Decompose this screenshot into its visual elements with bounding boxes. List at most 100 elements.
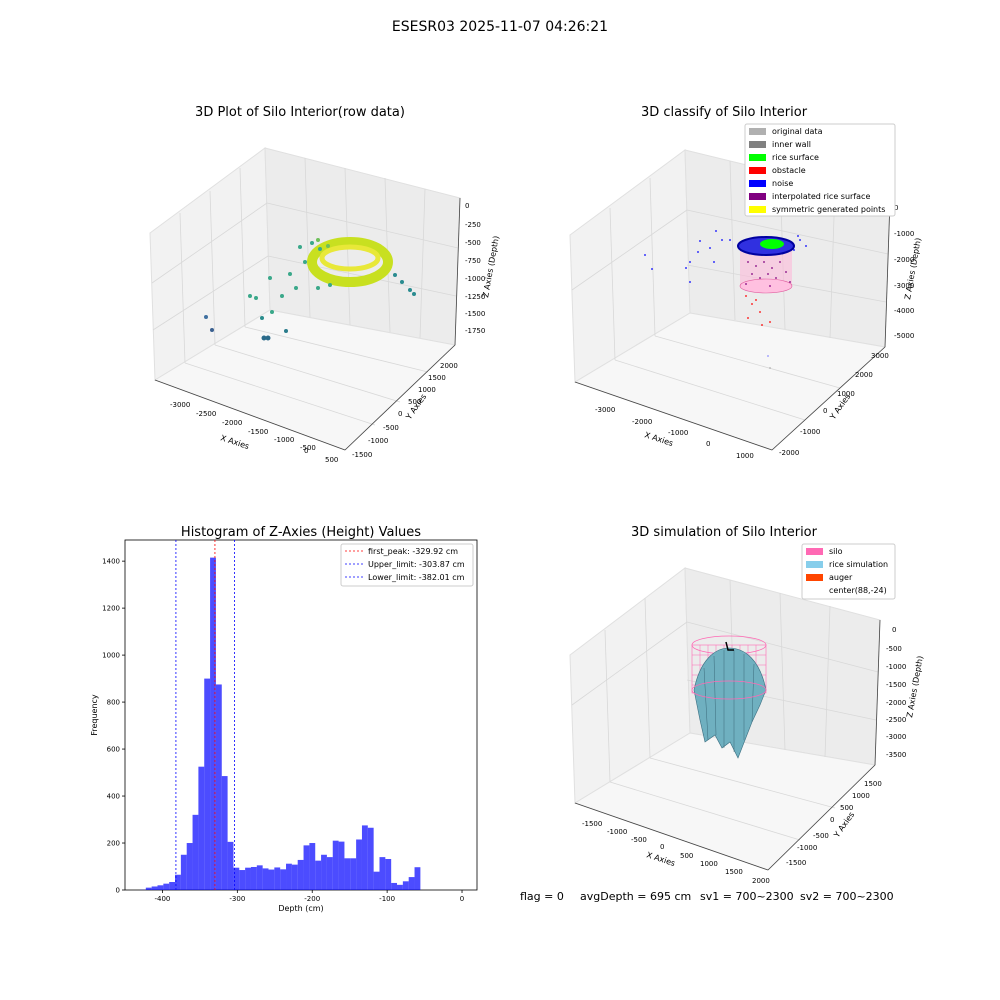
raw-y-tick: 1000 [418, 386, 436, 394]
simulation-y-label: Y Axies [832, 810, 857, 840]
simulation-chart-title: 3D simulation of Silo Interior [631, 525, 818, 540]
raw-x-label: X Axies [219, 433, 250, 451]
raw-z-tick: 0 [465, 202, 469, 210]
classify-x-tick: -3000 [595, 406, 615, 414]
simulation-y-ticks: -1500 -1000 -500 0 500 1000 1500 [786, 780, 882, 867]
raw-z-tick: -250 [465, 221, 481, 229]
classify-z-label: Z Axies (Depth) [903, 237, 923, 300]
histogram-bar [344, 858, 351, 890]
classify-x-tick: -1000 [668, 429, 688, 437]
raw-z-label: Z Axies (Depth) [481, 235, 501, 298]
raw-ring-inner [319, 244, 381, 272]
legend-swatch-noise [749, 180, 766, 187]
raw-y-tick: -1500 [352, 451, 372, 459]
histogram-bar [321, 854, 327, 890]
simulation-y-tick: 500 [840, 804, 853, 812]
histogram-x-tick-label: -100 [379, 895, 395, 903]
classify-point-cloud [644, 230, 807, 369]
histogram-bar [297, 859, 304, 890]
histogram-bar [332, 840, 339, 890]
histogram-bar [361, 825, 368, 890]
legend-swatch-obstacle [749, 167, 766, 174]
histogram-bar [402, 881, 409, 890]
histogram-bar [338, 841, 345, 890]
raw-z-tick: -500 [465, 239, 481, 247]
classify-z-tick: -4000 [894, 307, 914, 315]
classify-y-tick: 3000 [871, 352, 889, 360]
legend-label-center: center(88,-24) [829, 586, 887, 595]
simulation-x-ticks: -1500 -1000 -500 0 500 1000 1500 2000 [582, 820, 770, 885]
simulation-z-tick: -2000 [886, 699, 906, 707]
histogram-bars [139, 557, 421, 890]
legend-label-auger: auger [829, 573, 853, 582]
histogram-x-ticks: -400 -300 -200 -100 0 [155, 890, 464, 903]
raw-x-tick: -2500 [196, 410, 216, 418]
legend-label-original-data: original data [772, 127, 823, 136]
simulation-z-label: Z Axies (Depth) [905, 655, 925, 718]
simulation-legend-box [801, 543, 896, 600]
classify-z-tick: -2000 [894, 256, 914, 264]
classify-interp-points [745, 261, 791, 287]
histogram-bar [175, 874, 181, 890]
simulation-y-tick: -1000 [797, 844, 817, 852]
raw-y-tick: 1500 [428, 374, 446, 382]
histogram-bar [315, 860, 322, 890]
histogram-bar [215, 684, 222, 890]
raw-x-tick: 0 [304, 447, 308, 455]
classify-legend: original data inner wall rice surface ob… [744, 123, 896, 217]
simulation-z-tick: -500 [886, 645, 902, 653]
panel-histogram: Histogram of Z-Axies (Height) Values -40… [90, 525, 478, 913]
simulation-y-tick: -1500 [786, 859, 806, 867]
raw-y-tick: 2000 [440, 362, 458, 370]
raw-z-tick: -1750 [465, 327, 485, 335]
classify-legend-entries: original data inner wall rice surface ob… [749, 127, 885, 214]
raw-y-label: Y Axies [404, 392, 429, 422]
status-sv1: sv1 = 700~2300 [700, 890, 794, 903]
histogram-bar [414, 867, 421, 890]
classify-y-ticks: -2000 -1000 0 1000 2000 3000 [779, 352, 889, 457]
legend-label-inner-wall: inner wall [772, 140, 811, 149]
histogram-bar [227, 841, 234, 890]
histogram-bar [245, 867, 251, 890]
histogram-bar [367, 827, 374, 890]
simulation-x-tick: 1000 [700, 860, 718, 868]
classify-stray-point [767, 355, 769, 357]
histogram-x-tick-label: -300 [229, 895, 245, 903]
classify-x-tick: -2000 [632, 418, 652, 426]
histogram-bar [145, 887, 152, 890]
histogram-bar [385, 858, 392, 890]
classify-z-tick: 0 [894, 204, 898, 212]
legend-label-first-peak: first_peak: -329.92 cm [368, 547, 458, 556]
classify-y-tick: -2000 [779, 449, 799, 457]
legend-swatch-symmetric [749, 206, 766, 213]
classify-y-tick: 0 [823, 407, 827, 415]
classify-stray-point [769, 367, 771, 369]
histogram-bar [303, 845, 310, 890]
histogram-bar [192, 814, 199, 890]
histogram-y-tick-label: 600 [107, 746, 120, 754]
histogram-x-label: Depth (cm) [278, 904, 323, 913]
classify-x-ticks: -3000 -2000 -1000 0 1000 [595, 406, 754, 460]
histogram-bar [233, 867, 240, 890]
simulation-rice-surface [693, 647, 767, 759]
legend-swatch-auger [806, 574, 823, 581]
raw-y-tick: -1000 [368, 437, 388, 445]
histogram-bar [180, 854, 187, 890]
legend-swatch-rice-simulation [806, 561, 823, 568]
histogram-bar [408, 877, 415, 890]
histogram-y-tick-label: 1000 [102, 652, 120, 660]
histogram-x-tick-label: -200 [304, 895, 320, 903]
classify-x-tick: 0 [706, 440, 710, 448]
simulation-x-tick: 0 [660, 843, 664, 851]
histogram-legend: first_peak: -329.92 cm Upper_limit: -303… [340, 543, 474, 587]
legend-swatch-interpolated [749, 193, 766, 200]
histogram-bar [274, 867, 281, 890]
simulation-x-tick: -1000 [607, 828, 627, 836]
histogram-bar [151, 886, 158, 890]
panel-simulation-3d: 3D simulation of Silo Interior [569, 525, 925, 885]
raw-chart-title: 3D Plot of Silo Interior(row data) [195, 105, 405, 120]
simulation-x-tick: 500 [680, 852, 693, 860]
histogram-y-tick-label: 400 [107, 793, 120, 801]
histogram-bar [391, 882, 398, 890]
